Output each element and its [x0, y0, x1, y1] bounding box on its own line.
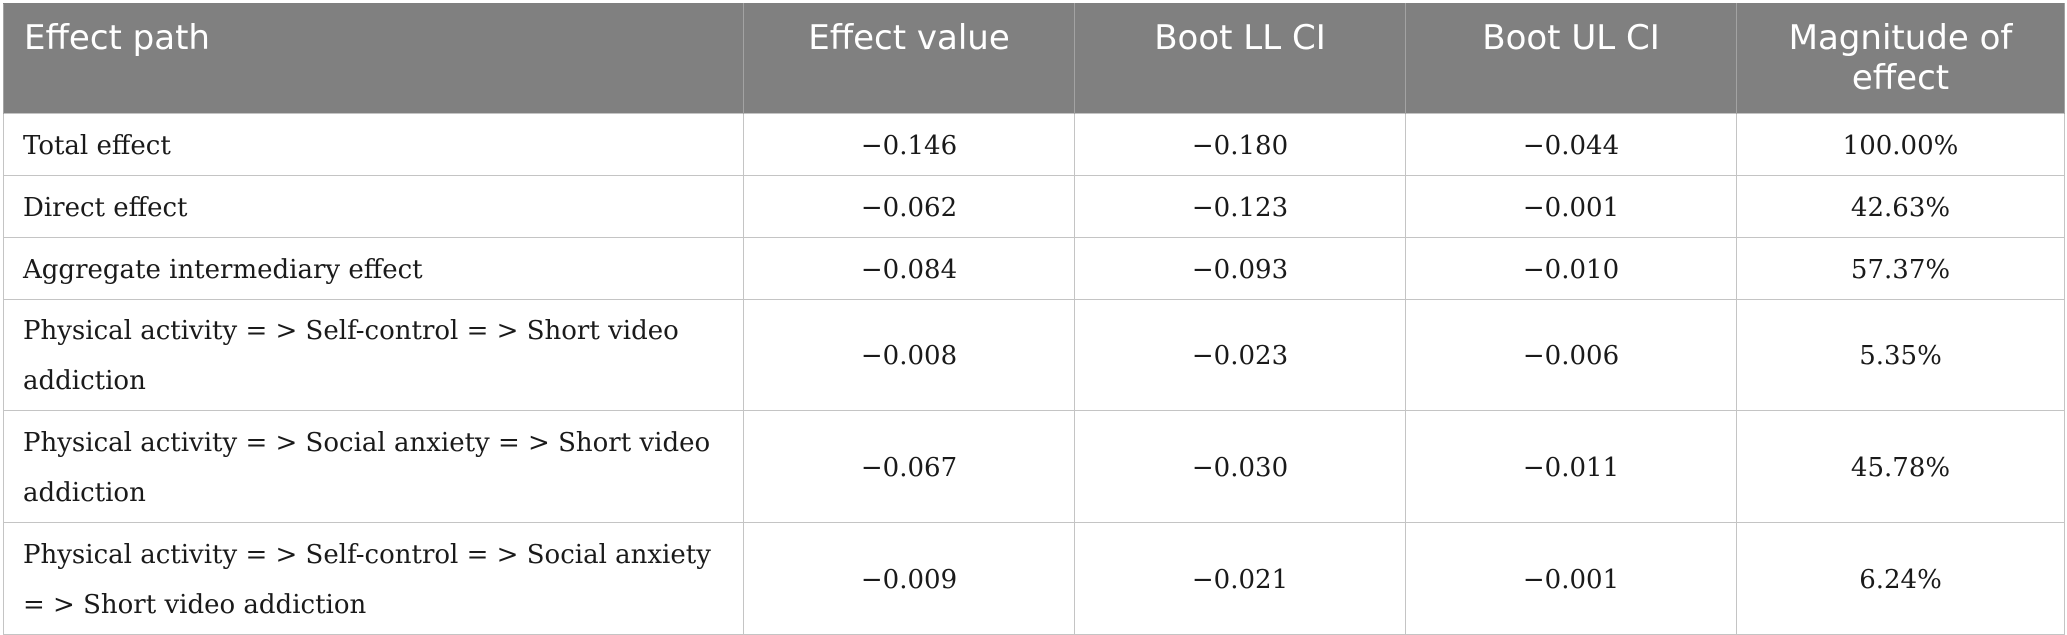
- cell-boot-ul-ci: −0.011: [1405, 410, 1737, 523]
- header-boot-ll-ci: Boot LL CI: [1074, 3, 1406, 114]
- mediation-effects-table: Effect path Effect value Boot LL CI Boot…: [3, 3, 2065, 635]
- header-magnitude-of-effect: Magnitude of effect: [1736, 3, 2065, 114]
- table-row: Physical activity = > Self-control = > S…: [3, 522, 2065, 635]
- cell-boot-ul-ci: −0.001: [1405, 175, 1737, 238]
- table-row: Physical activity = > Social anxiety = >…: [3, 410, 2065, 523]
- table-row: Physical activity = > Self-control = > S…: [3, 299, 2065, 411]
- table-body: Total effect −0.146 −0.180 −0.044 100.00…: [3, 113, 2065, 635]
- cell-boot-ll-ci: −0.123: [1074, 175, 1406, 238]
- cell-magnitude: 6.24%: [1736, 522, 2065, 635]
- cell-effect-path: Direct effect: [3, 175, 744, 238]
- cell-magnitude: 100.00%: [1736, 113, 2065, 176]
- cell-magnitude: 5.35%: [1736, 299, 2065, 411]
- table-row: Direct effect −0.062 −0.123 −0.001 42.63…: [3, 175, 2065, 238]
- cell-effect-path: Physical activity = > Self-control = > S…: [3, 299, 744, 411]
- cell-effect-value: −0.009: [743, 522, 1075, 635]
- cell-effect-value: −0.084: [743, 237, 1075, 300]
- cell-effect-path: Aggregate intermediary effect: [3, 237, 744, 300]
- cell-boot-ll-ci: −0.021: [1074, 522, 1406, 635]
- cell-effect-path: Physical activity = > Self-control = > S…: [3, 522, 744, 635]
- cell-effect-value: −0.008: [743, 299, 1075, 411]
- header-effect-value: Effect value: [743, 3, 1075, 114]
- cell-effect-value: −0.067: [743, 410, 1075, 523]
- cell-effect-path: Physical activity = > Social anxiety = >…: [3, 410, 744, 523]
- table-header: Effect path Effect value Boot LL CI Boot…: [3, 3, 2065, 114]
- cell-magnitude: 42.63%: [1736, 175, 2065, 238]
- cell-boot-ul-ci: −0.010: [1405, 237, 1737, 300]
- cell-boot-ul-ci: −0.001: [1405, 522, 1737, 635]
- table-row: Total effect −0.146 −0.180 −0.044 100.00…: [3, 113, 2065, 176]
- header-boot-ul-ci: Boot UL CI: [1405, 3, 1737, 114]
- table-row: Aggregate intermediary effect −0.084 −0.…: [3, 237, 2065, 300]
- cell-magnitude: 45.78%: [1736, 410, 2065, 523]
- cell-boot-ll-ci: −0.023: [1074, 299, 1406, 411]
- cell-effect-value: −0.146: [743, 113, 1075, 176]
- cell-magnitude: 57.37%: [1736, 237, 2065, 300]
- cell-boot-ul-ci: −0.006: [1405, 299, 1737, 411]
- header-effect-path: Effect path: [3, 3, 744, 114]
- cell-effect-path: Total effect: [3, 113, 744, 176]
- cell-boot-ll-ci: −0.180: [1074, 113, 1406, 176]
- cell-boot-ul-ci: −0.044: [1405, 113, 1737, 176]
- cell-boot-ll-ci: −0.030: [1074, 410, 1406, 523]
- header-row: Effect path Effect value Boot LL CI Boot…: [3, 3, 2065, 114]
- cell-boot-ll-ci: −0.093: [1074, 237, 1406, 300]
- cell-effect-value: −0.062: [743, 175, 1075, 238]
